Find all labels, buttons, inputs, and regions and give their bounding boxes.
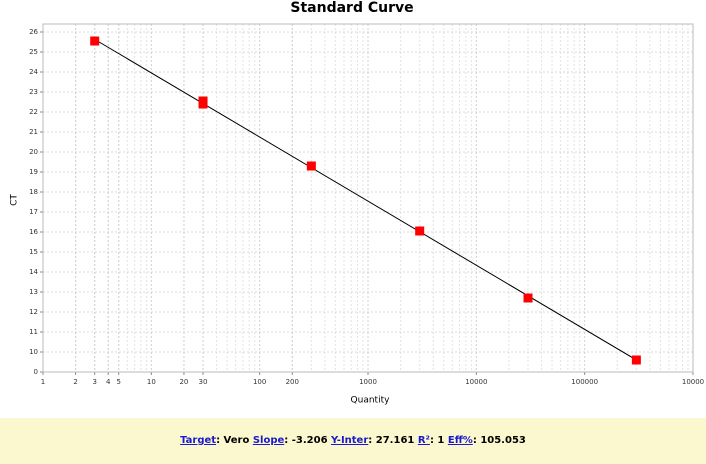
footer-value: 1 — [437, 435, 445, 446]
footer-link[interactable]: R² — [417, 435, 430, 446]
y-tick-label: 19 — [29, 168, 38, 176]
footer-value: Vero — [223, 435, 250, 446]
x-tick-label: 100000 — [571, 378, 598, 386]
x-tick-label: 30 — [199, 378, 208, 386]
x-tick-label: 10000 — [465, 378, 487, 386]
y-tick-label: 15 — [29, 248, 38, 256]
plot-frame — [42, 23, 694, 373]
chart-title: Standard Curve — [290, 0, 413, 16]
x-tick-label: 1 — [41, 378, 45, 386]
x-tick-label: 10 — [147, 378, 156, 386]
y-tick-label: 22 — [29, 108, 38, 116]
y-tick-label: 25 — [29, 48, 38, 56]
y-tick-label: 10 — [29, 348, 38, 356]
x-tick-label: 20 — [179, 378, 188, 386]
y-tick-label: 21 — [29, 128, 38, 136]
footer-link[interactable]: Target — [180, 435, 217, 446]
y-tick-label: 11 — [29, 328, 38, 336]
x-tick-label: 4 — [106, 378, 111, 386]
y-tick-label: 23 — [29, 88, 38, 96]
y-tick-label: 13 — [29, 288, 38, 296]
y-tick-label: 24 — [29, 68, 38, 76]
footer-link[interactable]: Slope — [252, 435, 285, 446]
y-tick-label: 17 — [29, 208, 38, 216]
footer-link[interactable]: Eff% — [447, 435, 473, 446]
footer-value: 105.053 — [480, 435, 526, 446]
data-point — [198, 99, 208, 109]
x-tick-label: 5 — [116, 378, 120, 386]
data-point — [90, 36, 100, 46]
footer-link[interactable]: Y-Inter — [331, 435, 369, 446]
chart: Standard Curve Quantity CT 0101112131415… — [10, 0, 705, 406]
x-tick-label: 1000 — [359, 378, 377, 386]
x-tick-label: 200 — [286, 378, 299, 386]
data-point — [631, 355, 641, 365]
footer-value: -3.206 — [291, 435, 328, 446]
y-axis-label: CT — [10, 194, 20, 206]
fit-line — [94, 38, 637, 361]
y-tick-label: 18 — [29, 188, 38, 196]
y-tick-label: 20 — [29, 148, 38, 156]
y-tick-label: 14 — [29, 268, 38, 276]
x-tick-label: 10000 — [682, 378, 704, 386]
data-point — [523, 293, 533, 303]
footer: Target: Vero Slope: -3.206 Y-Inter: 27.1… — [0, 418, 706, 464]
x-axis-label: Quantity — [351, 396, 391, 406]
data-point — [306, 161, 316, 171]
x-tick-label: 100 — [253, 378, 266, 386]
data-point — [415, 226, 425, 236]
y-tick-label: 26 — [29, 28, 38, 36]
x-tick-label: 2 — [73, 378, 77, 386]
y-tick-label: 0 — [34, 368, 38, 376]
x-tick-label: 3 — [92, 378, 96, 386]
footer-value: 27.161 — [375, 435, 415, 446]
y-tick-label: 12 — [29, 308, 38, 316]
grid — [42, 24, 694, 373]
y-tick-label: 16 — [29, 228, 38, 236]
